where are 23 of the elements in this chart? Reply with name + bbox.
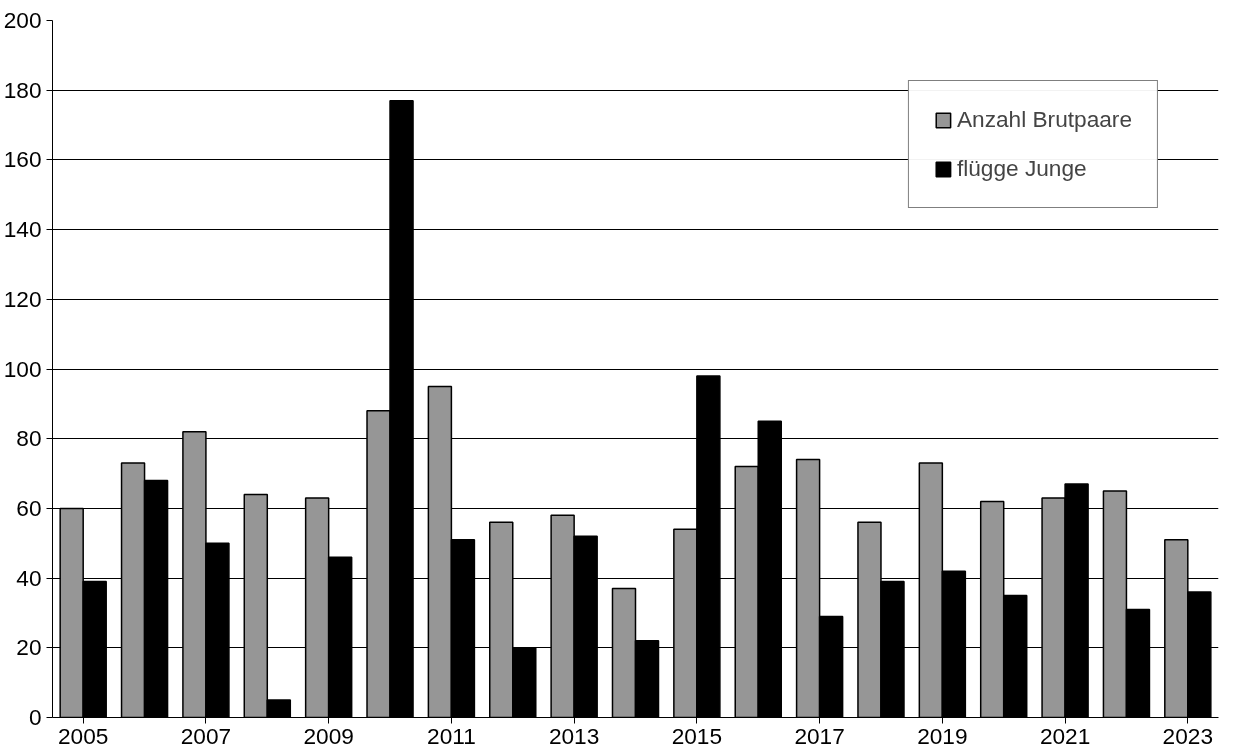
x-tick-label: 2007 — [180, 722, 232, 746]
legend-label: Anzahl Brutpaare — [956, 106, 1132, 133]
x-tick-label: 2019 — [917, 722, 968, 746]
x-tick-label: 2009 — [303, 722, 354, 746]
x-tick-label: 2017 — [794, 722, 845, 746]
y-tick-label: 200 — [3, 7, 42, 33]
y-tick-label: 180 — [3, 76, 42, 103]
y-tick-label: 140 — [3, 216, 42, 243]
x-tick-label: 2023 — [1162, 722, 1214, 746]
y-tick-label: 60 — [16, 494, 42, 521]
legend-label: flügge Junge — [956, 155, 1087, 182]
x-tick-label: 2021 — [1039, 722, 1091, 746]
y-tick-label: 100 — [3, 355, 42, 382]
x-tick-label: 2011 — [427, 722, 476, 746]
x-tick-label: 2015 — [671, 722, 723, 746]
y-tick-label: 40 — [16, 564, 42, 591]
y-tick-label: 0 — [28, 704, 42, 730]
y-tick-label: 120 — [3, 285, 42, 312]
x-tick-label: 2013 — [548, 722, 600, 746]
x-tick-label: 2005 — [57, 722, 109, 746]
y-tick-label: 160 — [3, 146, 42, 173]
y-tick-label: 80 — [16, 425, 42, 452]
y-tick-label: 20 — [16, 634, 42, 661]
